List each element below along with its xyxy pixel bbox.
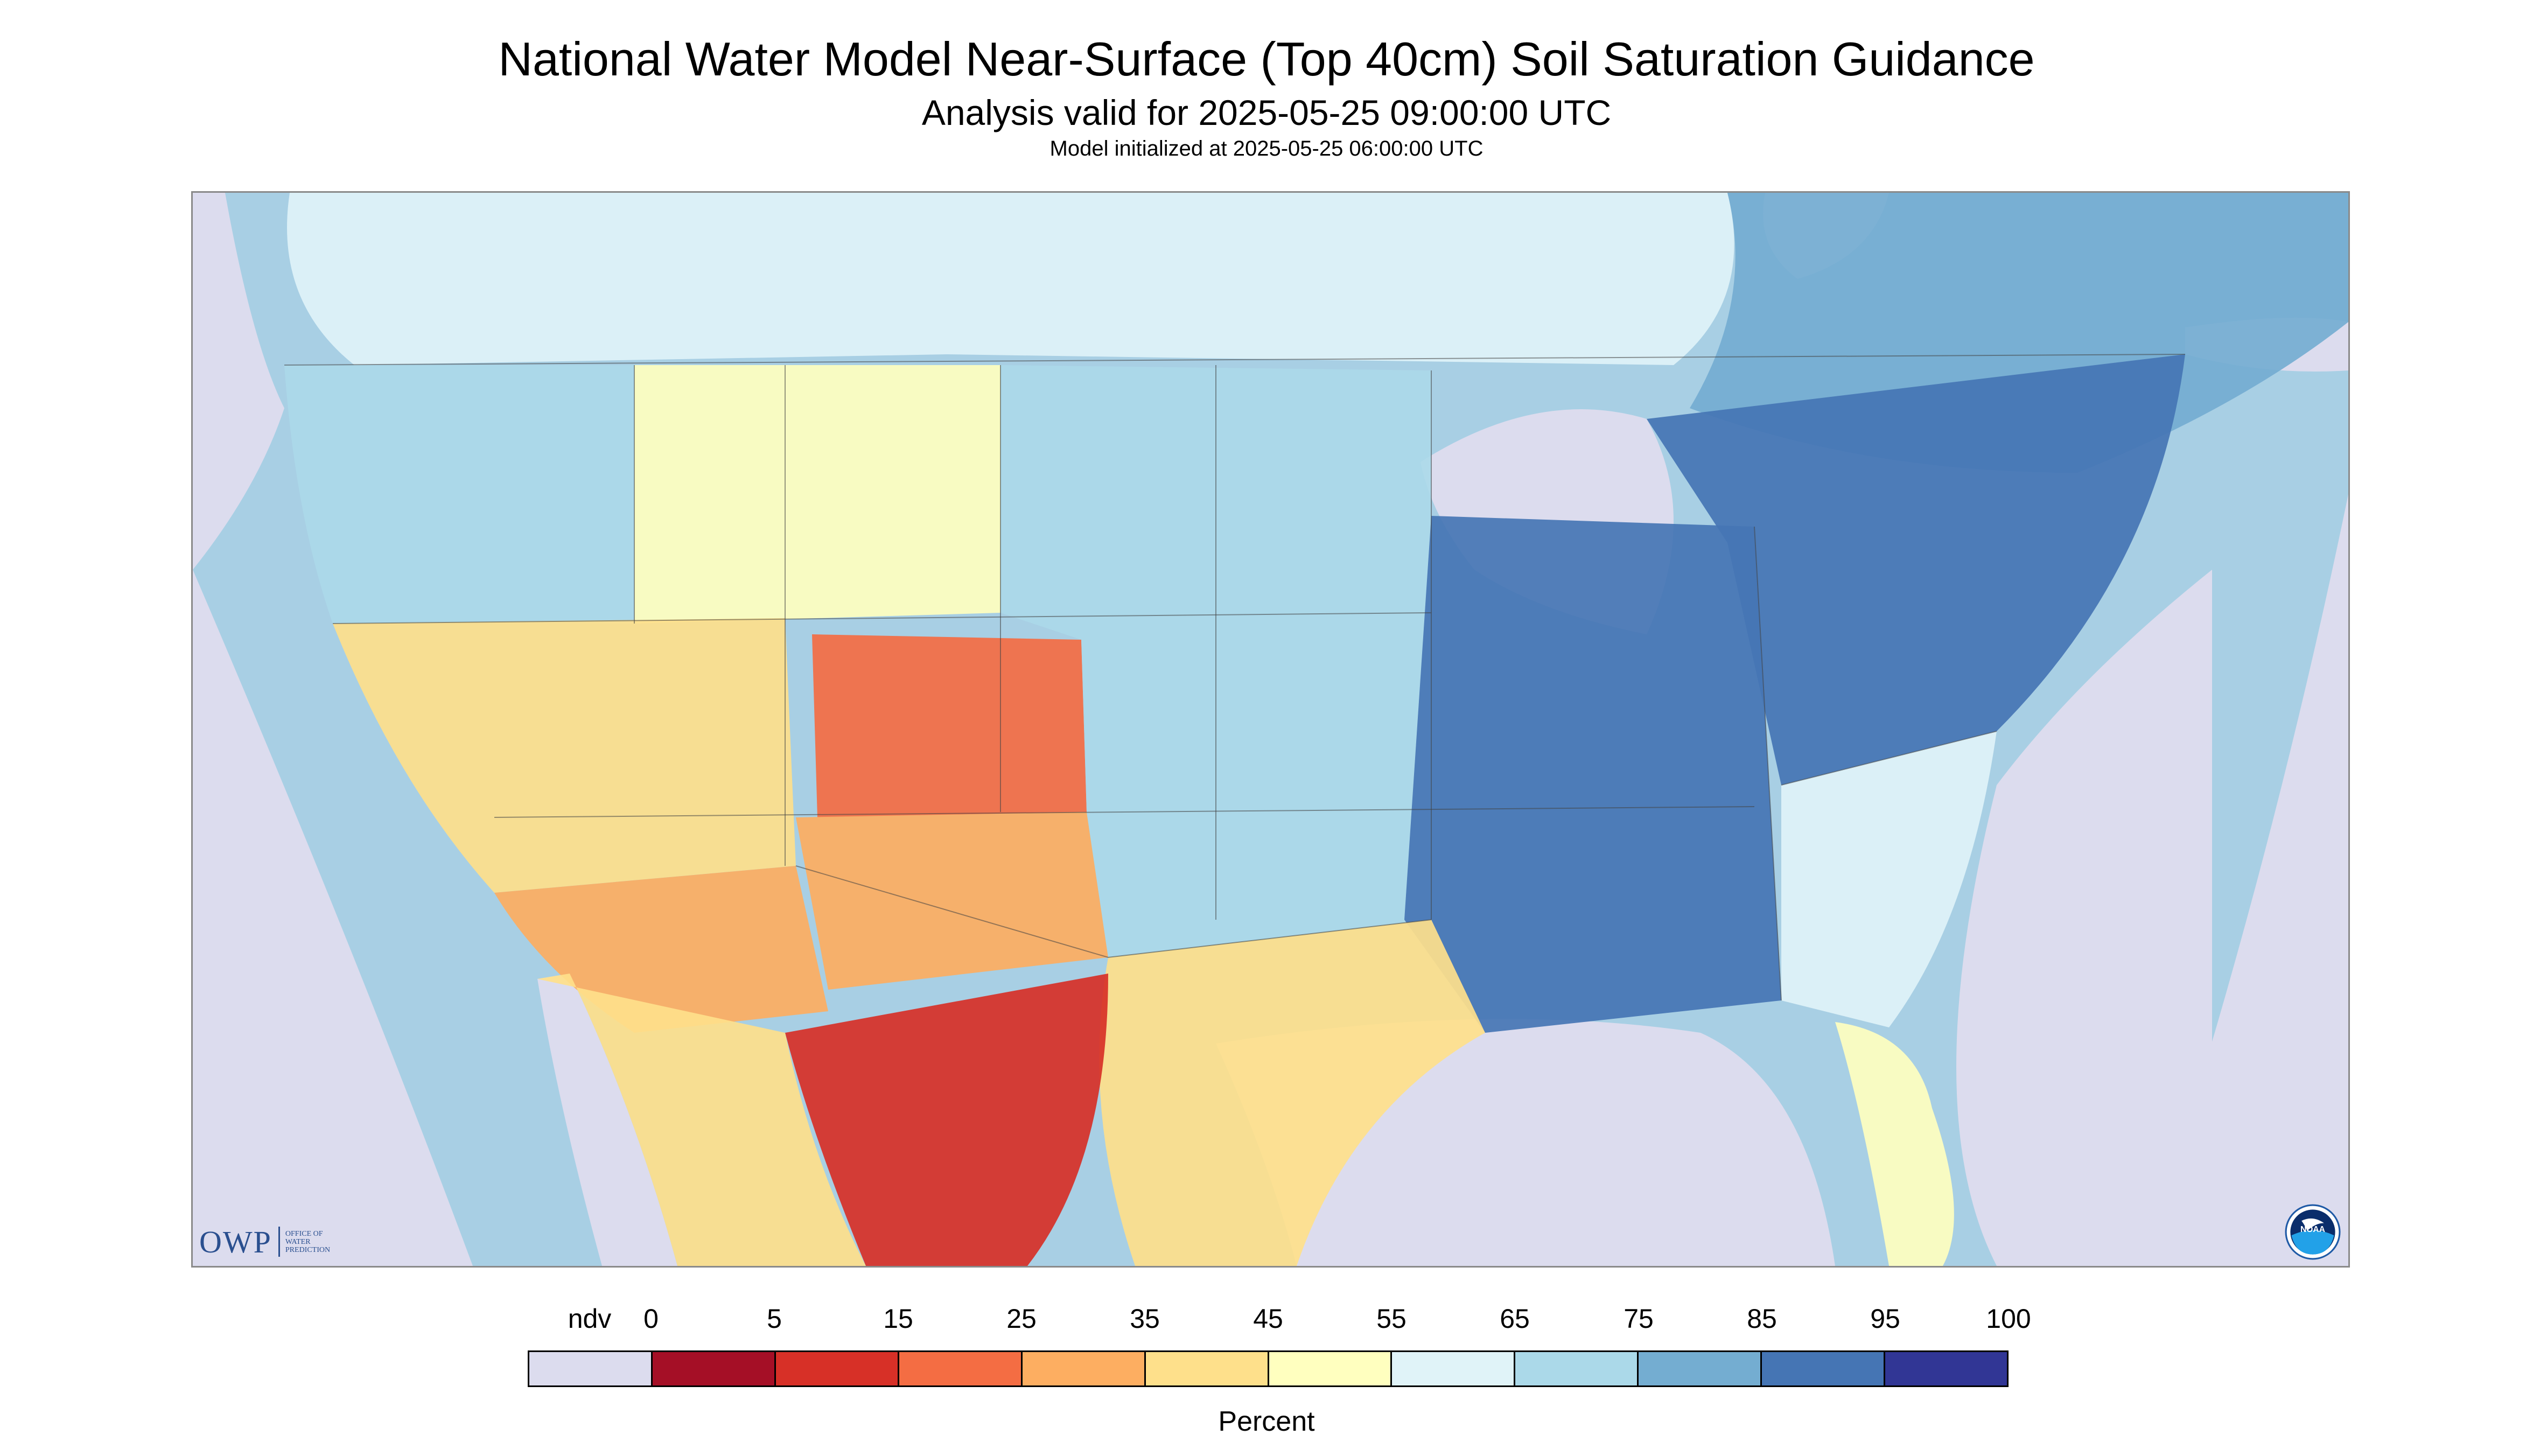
- legend-swatch: [652, 1352, 776, 1385]
- legend-swatch: [1269, 1352, 1393, 1385]
- region-four-corners: [796, 812, 1108, 990]
- legend-swatch: [1145, 1352, 1269, 1385]
- analysis-valid-time: Analysis valid for 2025-05-25 09:00:00 U…: [921, 93, 1612, 132]
- legend-swatch: [1762, 1352, 1886, 1385]
- state-border-line: [1754, 526, 1782, 1001]
- region-baja-sonora: [537, 974, 866, 1266]
- state-border-line: [332, 612, 1432, 624]
- region-colorado-rockies: [812, 634, 1087, 817]
- owp-mark: OWP: [199, 1224, 272, 1259]
- legend-tick-label: 55: [1376, 1304, 1407, 1334]
- legend-tick-label: 45: [1253, 1304, 1283, 1334]
- region-midwest-mississippi-valley: [1404, 516, 1781, 1033]
- color-legend: [528, 1350, 2009, 1387]
- noaa-text: NOAA: [2300, 1225, 2325, 1234]
- owp-divider: [278, 1227, 280, 1257]
- legend-swatch: [1515, 1352, 1639, 1385]
- owp-name-line: PREDICTION: [285, 1245, 331, 1254]
- region-interior-west: [333, 618, 796, 893]
- owp-logo: OWP OFFICE OF WATER PREDICTION: [199, 1221, 361, 1262]
- state-border-line: [284, 354, 2186, 366]
- legend-tick-label: 75: [1624, 1304, 1654, 1334]
- legend-swatch: [899, 1352, 1023, 1385]
- map-canvas: [193, 193, 2348, 1266]
- ndv-region-gulf-california: [537, 974, 677, 1266]
- region-northern-rockies: [634, 365, 1000, 624]
- legend-ndv-label: ndv: [568, 1304, 612, 1334]
- legend-swatch: [1022, 1352, 1146, 1385]
- legend-swatch: [529, 1352, 653, 1385]
- legend-tick-label: 65: [1500, 1304, 1530, 1334]
- state-border-line: [1781, 731, 1997, 786]
- legend-tick-label: 15: [883, 1304, 913, 1334]
- state-border-line: [494, 806, 1755, 818]
- legend-swatch: [775, 1352, 899, 1385]
- saturation-regions: [284, 193, 2348, 1266]
- legend-tick-labels: ndv 0 5 15 25 35 45 55 65 75 85 95 100: [528, 1304, 2031, 1338]
- legend-swatch: [1639, 1352, 1762, 1385]
- state-border-line: [795, 865, 1432, 958]
- ndv-region-west: [193, 570, 473, 1266]
- legend-tick-label: 95: [1870, 1304, 1900, 1334]
- legend-swatch: [1392, 1352, 1516, 1385]
- legend-swatch: [1885, 1352, 2007, 1385]
- ndv-region-east: [2142, 494, 2348, 1266]
- state-borders: [284, 354, 2186, 1001]
- ndv-region-atlantic: [1956, 570, 2212, 1266]
- legend-tick-label: 35: [1130, 1304, 1160, 1334]
- legend-tick-label: 100: [1986, 1304, 2031, 1334]
- legend-tick-label: 85: [1747, 1304, 1777, 1334]
- region-southern-canada-prairies: [287, 193, 1734, 365]
- ndv-region-pacific: [193, 193, 284, 570]
- region-southeast-coast: [1781, 731, 1997, 1027]
- region-florida: [1835, 1022, 1954, 1266]
- noaa-seal-icon: NOAA: [2285, 1204, 2341, 1260]
- region-texas: [1099, 920, 1485, 1266]
- region-northern-mexico: [785, 974, 1108, 1266]
- legend-units: Percent: [1218, 1406, 1315, 1437]
- region-pacific-northwest: [284, 365, 634, 624]
- owp-full-name: OFFICE OF WATER PREDICTION: [285, 1230, 361, 1254]
- map-title: National Water Model Near-Surface (Top 4…: [498, 32, 2035, 86]
- region-great-basin-southwest: [494, 866, 828, 1033]
- legend-tick-label: 25: [1006, 1304, 1037, 1334]
- owp-name-line: OFFICE OF: [285, 1229, 323, 1238]
- region-ohio-valley-northeast: [1647, 354, 2185, 785]
- legend-tick-label: 5: [767, 1304, 782, 1334]
- owp-name-line: WATER: [285, 1237, 311, 1246]
- model-init-time: Model initialized at 2025-05-25 06:00:00…: [1049, 137, 1484, 160]
- legend-tick-label: 0: [643, 1304, 659, 1334]
- soil-saturation-map: [191, 191, 2350, 1268]
